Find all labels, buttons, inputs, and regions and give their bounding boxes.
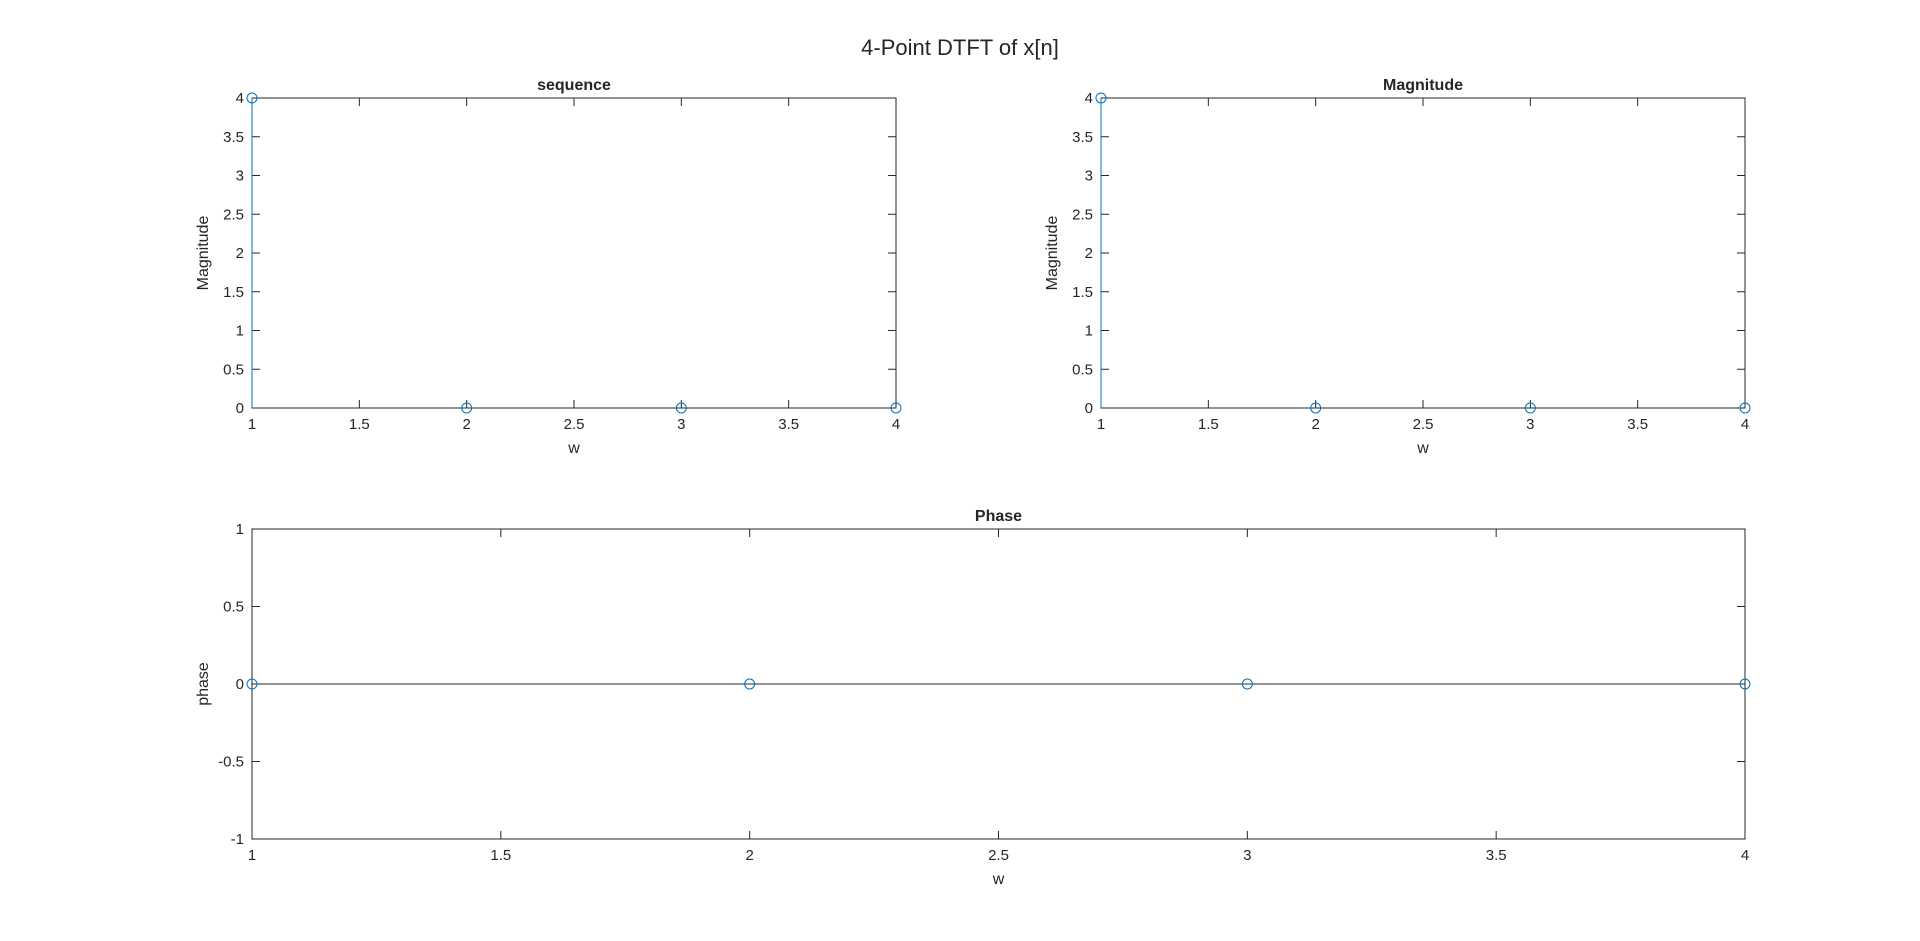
magnitude-xtick-label: 2.5 [1413,416,1434,433]
phase-xtick-label: 1 [248,847,256,864]
magnitude-ytick-label: 0 [1085,400,1093,417]
magnitude-data-point [1095,92,1107,104]
sequence-ytick-label: 1 [236,323,244,340]
sequence-ytick-label: 0 [236,400,244,417]
phase-ytick-label: -0.5 [218,754,244,771]
phase-ytick-label: 0 [236,676,244,693]
sequence-data-point [461,402,473,414]
magnitude-xtick-label: 1.5 [1198,416,1219,433]
sequence-data-point [675,402,687,414]
magnitude-ytick-label: 1.5 [1072,284,1093,301]
magnitude-ytick-label: 4 [1085,90,1093,107]
magnitude-xtick-label: 2 [1311,416,1319,433]
sequence-ylabel: Magnitude [195,216,212,291]
phase-ytick-label: -1 [231,831,244,848]
phase-data-point [744,678,756,690]
phase-data-point [246,678,258,690]
magnitude-title: Magnitude [1383,77,1463,94]
phase-data-point [1739,678,1751,690]
magnitude-ytick-label: 3.5 [1072,129,1093,146]
phase-xtick-label: 2 [745,847,753,864]
sequence-ytick-label: 3 [236,168,244,185]
phase-title: Phase [975,508,1022,525]
sequence-data-point [890,402,902,414]
sequence-xtick-label: 3 [677,416,685,433]
magnitude-xtick-label: 3 [1526,416,1534,433]
magnitude-xlabel: w [1416,440,1429,457]
sequence-ytick-label: 0.5 [223,361,244,378]
phase-xlabel: w [992,871,1005,888]
magnitude-ytick-label: 2.5 [1072,206,1093,223]
sequence-xtick-label: 3.5 [778,416,799,433]
sequence-xtick-label: 1.5 [349,416,370,433]
sequence-axes-box [251,97,897,409]
phase-ytick-label: 0.5 [223,599,244,616]
phase-ytick-label: 1 [236,521,244,538]
magnitude-ytick-label: 3 [1085,168,1093,185]
magnitude-ytick-label: 0.5 [1072,361,1093,378]
phase-xtick-label: 1.5 [490,847,511,864]
magnitude-xtick-label: 1 [1097,416,1105,433]
phase-ylabel: phase [195,662,212,706]
sequence-data-point [246,92,258,104]
sequence-xlabel: w [567,440,580,457]
sequence-ytick-label: 2 [236,245,244,262]
sequence-xtick-label: 4 [892,416,900,433]
phase-xtick-label: 3 [1243,847,1251,864]
sequence-xtick-label: 2.5 [564,416,585,433]
sequence-ytick-label: 3.5 [223,129,244,146]
sequence-ytick-label: 2.5 [223,206,244,223]
magnitude-axes-box [1100,97,1746,409]
magnitude-xtick-label: 4 [1741,416,1749,433]
phase-axes: 1 1.5 2 2.5 3 3.5 4 -1 -0.5 0 0.5 1 Phase w phase [195,508,1751,888]
phase-data-point [1241,678,1253,690]
figure-title: 4-Point DTFT of x[n] [861,35,1059,60]
magnitude-data-point [1310,402,1322,414]
phase-xtick-label: 4 [1741,847,1749,864]
sequence-xtick-label: 1 [248,416,256,433]
phase-xtick-label: 3.5 [1486,847,1507,864]
magnitude-ytick-label: 1 [1085,323,1093,340]
magnitude-axes: 1 1.5 2 2.5 3 3.5 4 0 0.5 1 1.5 2 2.5 3 3.5 4 Magnitude w… [1044,77,1751,457]
magnitude-xtick-label: 3.5 [1627,416,1648,433]
magnitude-ytick-label: 2 [1085,245,1093,262]
sequence-title: sequence [537,77,611,94]
sequence-xtick-label: 2 [462,416,470,433]
sequence-axes: 1 1.5 2 2.5 3 3.5 4 0 0.5 1 1.5 2 2.5 3 3.5 4 sequence w M… [195,77,902,457]
phase-xtick-label: 2.5 [988,847,1009,864]
magnitude-data-point [1739,402,1751,414]
sequence-ytick-label: 1.5 [223,284,244,301]
magnitude-data-point [1524,402,1536,414]
sequence-ytick-label: 4 [236,90,244,107]
magnitude-ylabel: Magnitude [1044,216,1061,291]
